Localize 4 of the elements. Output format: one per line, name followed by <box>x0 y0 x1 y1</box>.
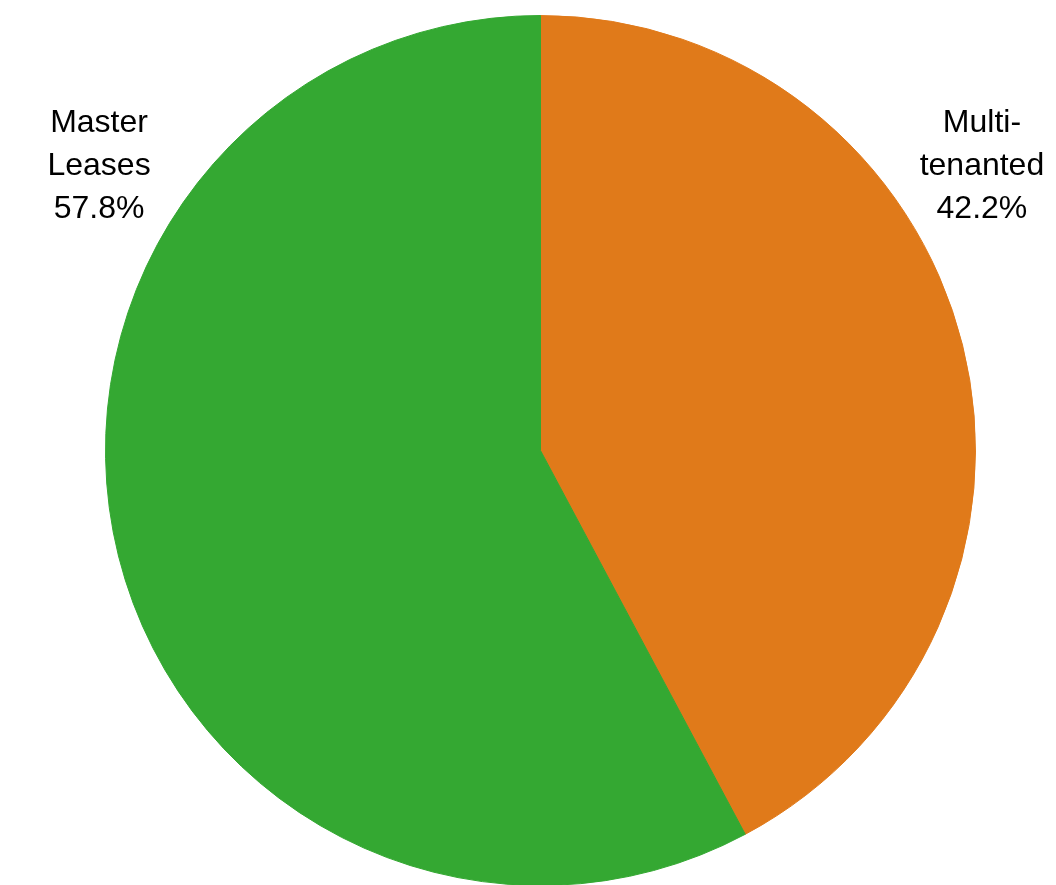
data-label: 42.2% <box>936 189 1028 226</box>
slice-label: Multi-tenanted <box>919 102 1045 182</box>
slice-label: Master Leases <box>47 102 151 182</box>
data-label: 57.8% <box>53 189 145 226</box>
